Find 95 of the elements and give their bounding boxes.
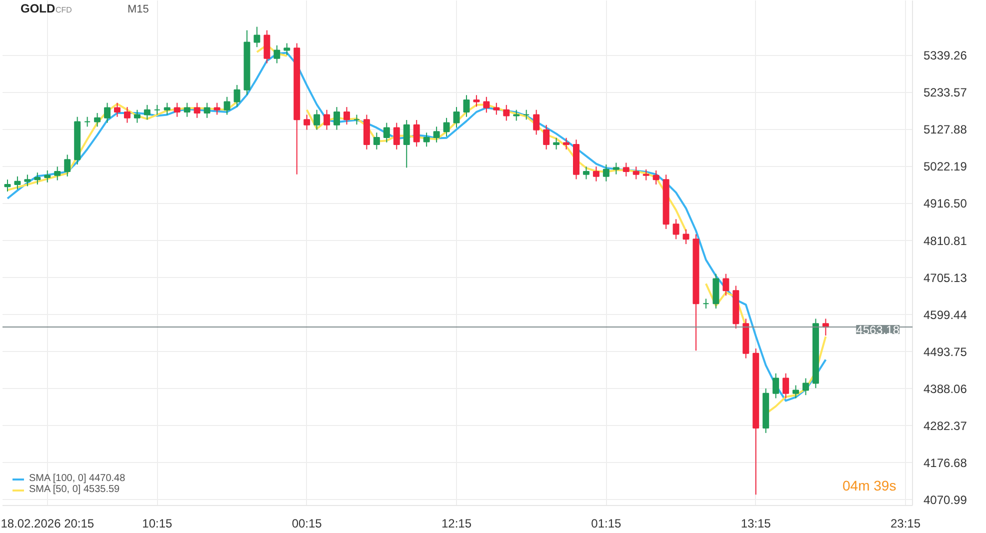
candlestick — [543, 124, 550, 150]
x-tick-label: 12:15 — [441, 516, 472, 530]
y-tick-label: 5233.57 — [924, 86, 968, 100]
x-tick-label: 13:15 — [740, 516, 772, 530]
y-tick-label: 4493.75 — [924, 344, 968, 359]
candlestick — [224, 96, 230, 116]
chart-title: GOLD — [20, 2, 56, 16]
candlestick — [642, 168, 650, 181]
candlestick — [24, 174, 31, 187]
candlestick — [124, 106, 130, 124]
y-tick-label: 5022.19 — [924, 160, 968, 174]
candlestick — [34, 172, 41, 185]
candlestick — [134, 109, 140, 124]
candlestick — [592, 166, 600, 182]
annotation: M15 — [128, 4, 149, 16]
candlestick — [214, 102, 220, 116]
y-tick-label: 4388.06 — [924, 382, 968, 396]
candlestick — [234, 84, 240, 108]
candlestick — [463, 94, 470, 118]
candlestick — [254, 26, 260, 48]
candlestick — [493, 102, 500, 116]
candlestick — [104, 102, 111, 124]
candlestick — [304, 114, 310, 130]
candlestick — [563, 137, 570, 150]
x-tick-label: 01:15 — [591, 516, 622, 530]
candlestick — [334, 106, 340, 130]
candlestick — [582, 166, 590, 180]
candlestick — [353, 114, 360, 126]
candlestick — [473, 94, 480, 108]
candlestick — [772, 372, 780, 399]
candlestick — [513, 109, 520, 122]
candlestick — [383, 122, 390, 143]
candlestick — [632, 166, 640, 180]
candlestick — [672, 218, 680, 240]
candlestick — [94, 112, 101, 128]
candlestick — [344, 106, 350, 126]
candlestick — [722, 273, 730, 296]
candlestick — [184, 102, 190, 118]
candlestick — [523, 109, 530, 120]
y-tick-label: 4810.81 — [924, 234, 968, 248]
candlestick — [174, 102, 180, 118]
x-tick-label: 23:15 — [890, 516, 921, 530]
y-tick-label: 4176.68 — [924, 456, 968, 470]
y-tick-label: 4282.37 — [924, 418, 968, 433]
candlestick — [602, 164, 610, 182]
x-tick-label: 10:15 — [142, 516, 172, 530]
candlestick — [64, 154, 71, 177]
candlestick — [373, 132, 380, 150]
candlestick — [443, 117, 450, 137]
ref-line-label: 4563.18 — [856, 323, 900, 338]
y-tick-label: 5127.88 — [924, 122, 968, 137]
candlestick — [144, 104, 150, 120]
candlestick — [423, 132, 430, 148]
candlestick — [84, 116, 91, 128]
candlestick — [792, 384, 799, 399]
y-tick-label: 4705.13 — [924, 270, 968, 285]
candlestick — [44, 170, 51, 183]
x-tick-label: 00:15 — [292, 516, 322, 530]
candlestick — [204, 102, 210, 118]
candlestick — [393, 122, 400, 150]
candlestick — [274, 44, 280, 64]
annotation: 04m 39s — [842, 478, 896, 494]
candlestick — [483, 96, 490, 114]
candlestick — [284, 42, 290, 56]
y-tick-label: 4599.44 — [924, 308, 968, 322]
candlestick — [164, 102, 170, 116]
candlestick — [533, 109, 540, 136]
candlestick — [264, 30, 270, 64]
legend-label: SMA [50, 0] 4535.59 — [29, 484, 120, 495]
x-tick-label: 18.02.2026 20:15 — [0, 516, 94, 530]
candlestick — [413, 120, 420, 148]
y-tick-label: 4916.50 — [924, 196, 968, 211]
candlestick — [622, 162, 630, 177]
candlestick — [802, 378, 809, 396]
candlestick — [453, 106, 460, 128]
candlestick — [14, 176, 21, 190]
legend-label: SMA [100, 0] 4470.48 — [29, 473, 126, 484]
candlestick — [54, 166, 61, 181]
candlestick — [4, 179, 11, 192]
candlestick — [314, 109, 320, 130]
candlestick — [433, 126, 440, 143]
candlestick — [154, 104, 160, 116]
text: CFD — [56, 6, 72, 14]
candlestick — [652, 170, 660, 185]
candlestick — [702, 298, 710, 310]
candlestick — [324, 109, 330, 130]
candlestick — [612, 162, 620, 175]
candlestick — [782, 372, 790, 399]
candlestick — [403, 120, 410, 168]
y-tick-label: 4070.99 — [924, 493, 968, 508]
y-tick-label: 5339.26 — [924, 48, 968, 63]
candlestick — [503, 104, 510, 122]
candlestick — [553, 137, 560, 150]
candlestick — [194, 102, 200, 118]
candlestick — [114, 102, 120, 118]
